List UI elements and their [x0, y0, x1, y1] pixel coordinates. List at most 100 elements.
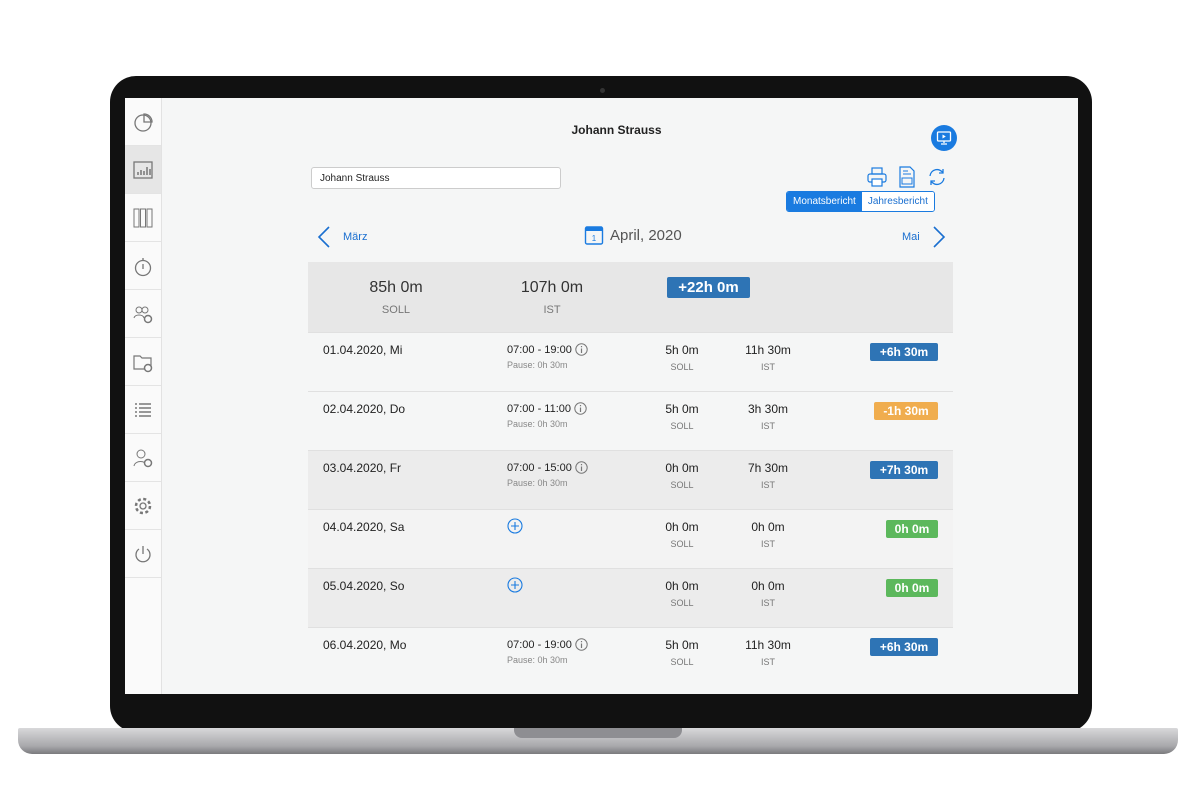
next-month-button[interactable]: Mai: [902, 226, 946, 248]
refresh-icon: [929, 168, 945, 186]
tab-monatsbericht[interactable]: Monatsbericht: [787, 192, 862, 211]
row-time-range: 07:00 - 11:00: [507, 402, 572, 415]
row-time: 07:00 - 15:00: [507, 461, 588, 474]
row-diff-badge: +7h 30m: [870, 461, 938, 479]
table-row[interactable]: 04.04.2020, Sa 0h 0m SOLL 0h 0m IST 0h 0m: [308, 509, 953, 568]
chevron-left-icon: [317, 226, 330, 248]
month-summary: 85h 0m SOLL 107h 0m IST +22h 0m: [308, 262, 953, 332]
sidebar-item-list[interactable]: [125, 386, 161, 434]
table-row[interactable]: 03.04.2020, Fr 07:00 - 15:00 Pause: 0h 30m…: [308, 450, 953, 509]
calendar-icon: 1: [584, 226, 604, 245]
row-ist-label: IST: [760, 421, 775, 431]
sidebar-item-user-settings[interactable]: [125, 434, 161, 482]
row-time: 07:00 - 19:00: [507, 638, 588, 651]
summary-diff-badge: +22h 0m: [667, 277, 750, 298]
sidebar-item-pie-chart[interactable]: [125, 98, 161, 146]
app-screen: Johann Strauss Johann Strauss Monatsberi…: [125, 98, 1078, 694]
folder-settings-icon: [133, 354, 153, 372]
current-month: 1 April, 2020: [584, 224, 682, 246]
row-time-range: 07:00 - 19:00: [507, 343, 572, 356]
sidebar-item-binders[interactable]: [125, 194, 161, 242]
row-date: 05.04.2020, So: [323, 579, 405, 593]
row-time-range: 07:00 - 15:00: [507, 461, 572, 474]
row-pause: Pause: 0h 30m: [507, 360, 568, 370]
prev-month-label: März: [343, 231, 368, 243]
row-soll: 5h 0m: [665, 343, 699, 357]
sidebar-item-gear[interactable]: [125, 482, 161, 530]
next-month-label: Mai: [902, 231, 920, 243]
info-icon[interactable]: [574, 402, 587, 415]
current-month-label: April, 2020: [610, 226, 682, 244]
table-row[interactable]: 01.04.2020, Mi 07:00 - 19:00 Pause: 0h 30m…: [308, 332, 953, 391]
row-soll: 0h 0m: [665, 461, 699, 475]
row-pause: Pause: 0h 30m: [507, 419, 568, 429]
monitor-play-icon: [936, 131, 952, 145]
row-diff-badge: 0h 0m: [886, 579, 938, 597]
employee-select[interactable]: Johann Strauss: [311, 167, 561, 189]
row-diff-badge: -1h 30m: [874, 402, 938, 420]
row-ist-label: IST: [760, 362, 775, 372]
prev-month-button[interactable]: März: [317, 226, 367, 248]
laptop-notch: [514, 728, 682, 738]
row-ist-label: IST: [760, 657, 775, 667]
video-button[interactable]: [931, 125, 957, 151]
info-icon[interactable]: [575, 638, 588, 651]
sidebar-item-users-settings[interactable]: [125, 290, 161, 338]
sidebar-item-stopwatch[interactable]: [125, 242, 161, 290]
table-row[interactable]: 02.04.2020, Do 07:00 - 11:00 Pause: 0h 30m…: [308, 391, 953, 450]
sidebar: [125, 98, 162, 694]
row-diff-badge: +6h 30m: [870, 638, 938, 656]
row-date: 01.04.2020, Mi: [323, 343, 403, 357]
pie-chart-icon: [134, 112, 153, 132]
table-row[interactable]: 06.04.2020, Mo 07:00 - 19:00 Pause: 0h 30m…: [308, 627, 953, 686]
summary-ist-label: IST: [543, 304, 561, 316]
add-entry-icon[interactable]: [507, 577, 523, 593]
row-diff-badge: 0h 0m: [886, 520, 938, 538]
row-soll-label: SOLL: [670, 657, 694, 667]
refresh-button[interactable]: [926, 166, 948, 188]
row-date: 03.04.2020, Fr: [323, 461, 402, 475]
csv-export-button[interactable]: [897, 166, 917, 188]
tab-jahresbericht[interactable]: Jahresbericht: [861, 192, 934, 211]
svg-text:1: 1: [592, 234, 597, 243]
row-soll: 0h 0m: [665, 520, 699, 534]
row-ist-label: IST: [760, 539, 775, 549]
summary-soll-label: SOLL: [381, 304, 411, 316]
row-soll-label: SOLL: [670, 421, 694, 431]
row-ist: 11h 30m: [745, 638, 791, 652]
row-soll: 5h 0m: [665, 402, 699, 416]
row-soll-label: SOLL: [670, 598, 694, 608]
row-ist: 3h 30m: [747, 402, 789, 416]
add-entry-icon[interactable]: [507, 518, 523, 534]
sidebar-item-power[interactable]: [125, 530, 161, 578]
sidebar-item-folder-settings[interactable]: [125, 338, 161, 386]
binders-icon: [133, 208, 153, 227]
row-time: 07:00 - 11:00: [507, 402, 587, 415]
row-diff-badge: +6h 30m: [870, 343, 938, 361]
csv-file-icon: [899, 166, 915, 188]
row-time: 07:00 - 19:00: [507, 343, 588, 356]
printer-icon: [867, 167, 887, 187]
row-soll: 0h 0m: [665, 579, 699, 593]
row-soll-label: SOLL: [670, 480, 694, 490]
table-row[interactable]: 05.04.2020, So 0h 0m SOLL 0h 0m IST 0h 0m: [308, 568, 953, 627]
stopwatch-icon: [134, 257, 152, 276]
page-title: Johann Strauss: [571, 123, 662, 137]
info-icon[interactable]: [575, 461, 588, 474]
report-tabs: Monatsbericht Jahresbericht: [786, 191, 935, 212]
row-pause: Pause: 0h 30m: [507, 478, 568, 488]
power-icon: [135, 545, 151, 562]
gear-icon: [134, 497, 152, 514]
summary-soll: 85h 0m: [369, 279, 423, 296]
row-date: 02.04.2020, Do: [323, 402, 406, 416]
row-time-range: 07:00 - 19:00: [507, 638, 572, 651]
row-date: 04.04.2020, Sa: [323, 520, 405, 534]
info-icon[interactable]: [575, 343, 588, 356]
summary-ist: 107h 0m: [520, 279, 584, 296]
row-soll-label: SOLL: [670, 362, 694, 372]
row-soll: 5h 0m: [665, 638, 699, 652]
print-button[interactable]: [866, 166, 888, 188]
sidebar-item-bar-chart[interactable]: [125, 146, 161, 194]
row-ist-label: IST: [760, 598, 775, 608]
row-ist: 0h 0m: [751, 579, 785, 593]
